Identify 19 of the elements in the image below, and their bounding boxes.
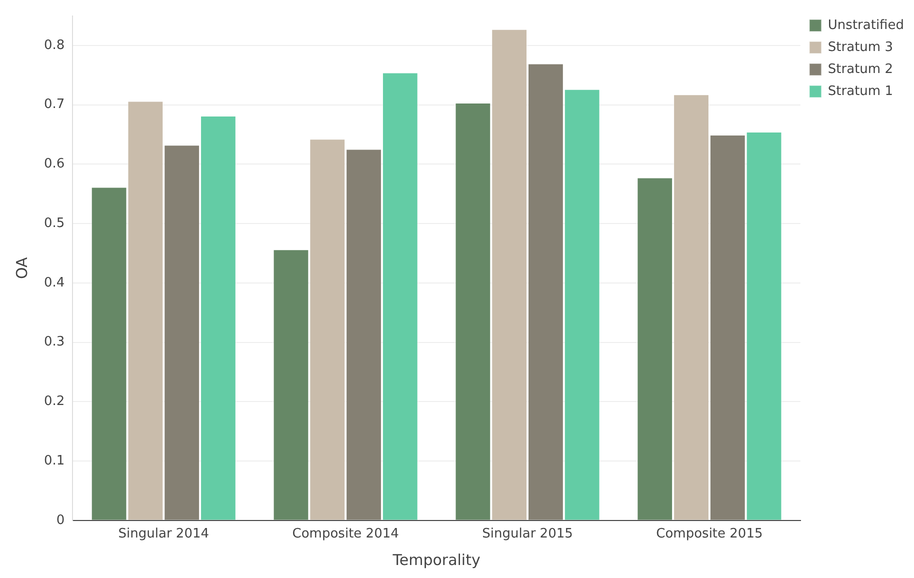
x-axis-title: Temporality (392, 550, 480, 569)
y-tick-label: 0.8 (44, 38, 65, 53)
y-tick-label: 0 (56, 512, 65, 528)
legend-label: Stratum 2 (828, 62, 893, 77)
x-tick-label: Singular 2015 (482, 526, 573, 542)
y-axis-title: OA (12, 256, 31, 280)
y-tick-label: 0.6 (44, 156, 65, 172)
y-tick-label: 0.1 (44, 453, 65, 468)
y-tick-label: 0.2 (44, 394, 65, 410)
y-tick-label: 0.7 (44, 97, 65, 112)
x-tick-label: Composite 2015 (656, 526, 763, 542)
legend-label: Stratum 3 (828, 40, 893, 55)
legend-label: Unstratified (828, 18, 904, 33)
y-tick-label: 0.3 (44, 334, 65, 350)
legend-label: Stratum 1 (828, 84, 893, 99)
x-tick-label: Composite 2014 (292, 526, 399, 542)
y-tick-label: 0.4 (44, 275, 65, 290)
y-tick-label: 0.5 (44, 216, 65, 231)
x-tick-label: Singular 2014 (118, 526, 210, 542)
